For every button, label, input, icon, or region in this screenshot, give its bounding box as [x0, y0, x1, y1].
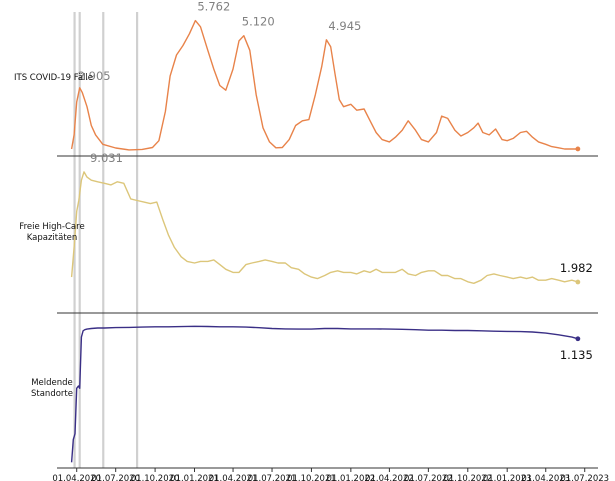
panel-1-series-line — [72, 172, 578, 283]
panel-2-end-point — [575, 336, 580, 341]
panel-0-value-label-1: 5.762 — [197, 0, 230, 14]
panel-1-value-label-0: 9.031 — [90, 151, 123, 165]
panel-1-end-point — [575, 280, 580, 285]
panel-0-ylabel: ITS COVID-19 Fälle — [14, 73, 93, 83]
panel-0-value-label-2: 5.120 — [242, 15, 275, 29]
panel-2-series-line — [72, 326, 578, 462]
panel-1-ylabel-line-0: Freie High-Care — [19, 222, 84, 232]
panel-0-ylabel-line-0: ITS COVID-19 Fälle — [14, 73, 93, 83]
panel-2-ylabel-line-1: Standorte — [31, 389, 73, 399]
panel-1-ylabel-line-1: Kapazitäten — [27, 233, 78, 243]
x-tick-label-13: 01.07.2023 — [560, 474, 609, 481]
panel-2-ylabel: Meldende Standorte — [31, 378, 73, 399]
panel-0-series-line — [72, 21, 578, 150]
panel-0-end-point — [575, 147, 580, 152]
panel-2-ylabel-line-0: Meldende — [31, 378, 73, 388]
panel-2-value-label-0: 1.135 — [560, 348, 593, 362]
panel-1-ylabel: Freie High-Care Kapazitäten — [19, 222, 84, 243]
panel-0-value-label-3: 4.945 — [328, 19, 361, 33]
panel-1-value-label-1: 1.982 — [560, 261, 593, 275]
